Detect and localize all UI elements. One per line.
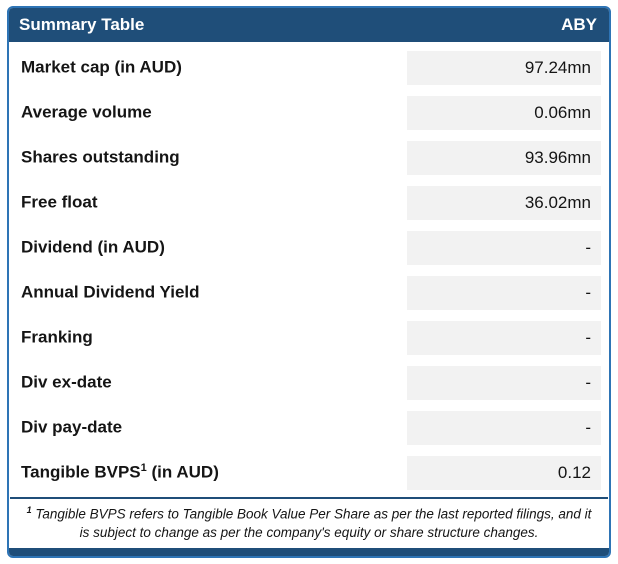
row-label-text: Shares outstanding	[21, 147, 180, 167]
row-label-text: Free float	[21, 192, 98, 212]
row-label: Shares outstanding	[17, 147, 180, 168]
row-label: Tangible BVPS1 (in AUD)	[17, 462, 219, 483]
table-row: Annual Dividend Yield -	[17, 270, 601, 315]
row-value: 36.02mn	[407, 185, 601, 220]
row-label-text: Market cap (in AUD)	[21, 57, 182, 77]
footnote-text: Tangible BVPS refers to Tangible Book Va…	[31, 506, 592, 540]
row-label-sup: 1	[140, 462, 147, 475]
row-label: Franking	[17, 327, 93, 348]
row-value: 0.06mn	[407, 95, 601, 130]
row-label: Average volume	[17, 102, 152, 123]
footnote-sup: 1	[26, 505, 32, 516]
table-row: Market cap (in AUD) 97.24mn	[17, 45, 601, 90]
summary-table-card: Summary Table ABY Market cap (in AUD) 97…	[7, 6, 611, 558]
row-value: 0.12	[407, 455, 601, 490]
ticker-label: ABY	[561, 15, 597, 34]
row-label-text: Franking	[21, 327, 93, 347]
table-row: Div ex-date -	[17, 360, 601, 405]
row-value: -	[407, 410, 601, 445]
row-value: -	[407, 275, 601, 310]
row-label: Market cap (in AUD)	[17, 57, 182, 78]
row-value: -	[407, 230, 601, 265]
row-value: -	[407, 365, 601, 400]
bottom-accent-bar	[9, 548, 609, 556]
table-row: Tangible BVPS1 (in AUD) 0.12	[17, 450, 601, 495]
row-label-text: Dividend (in AUD)	[21, 237, 165, 257]
table-header: Summary Table ABY	[9, 8, 609, 42]
row-label-text: Average volume	[21, 102, 152, 122]
table-row: Shares outstanding 93.96mn	[17, 135, 601, 180]
table-title: Summary Table	[19, 15, 145, 34]
table-row: Div pay-date -	[17, 405, 601, 450]
row-value: 97.24mn	[407, 50, 601, 85]
table-row: Average volume 0.06mn	[17, 90, 601, 135]
row-label-text: Tangible BVPS	[21, 462, 141, 482]
row-value: -	[407, 320, 601, 355]
table-row: Franking -	[17, 315, 601, 360]
row-label: Div ex-date	[17, 372, 112, 393]
row-label: Div pay-date	[17, 417, 122, 438]
row-label: Free float	[17, 192, 98, 213]
row-label-text: Div ex-date	[21, 372, 112, 392]
row-label: Dividend (in AUD)	[17, 237, 165, 258]
row-label-suffix: (in AUD)	[146, 462, 219, 482]
footnote: 1 Tangible BVPS refers to Tangible Book …	[10, 497, 608, 548]
row-label-text: Div pay-date	[21, 417, 123, 437]
row-label-text: Annual Dividend Yield	[21, 282, 200, 302]
row-value: 93.96mn	[407, 140, 601, 175]
table-rows: Market cap (in AUD) 97.24mn Average volu…	[9, 42, 609, 497]
table-row: Free float 36.02mn	[17, 180, 601, 225]
table-row: Dividend (in AUD) -	[17, 225, 601, 270]
row-label: Annual Dividend Yield	[17, 282, 200, 303]
